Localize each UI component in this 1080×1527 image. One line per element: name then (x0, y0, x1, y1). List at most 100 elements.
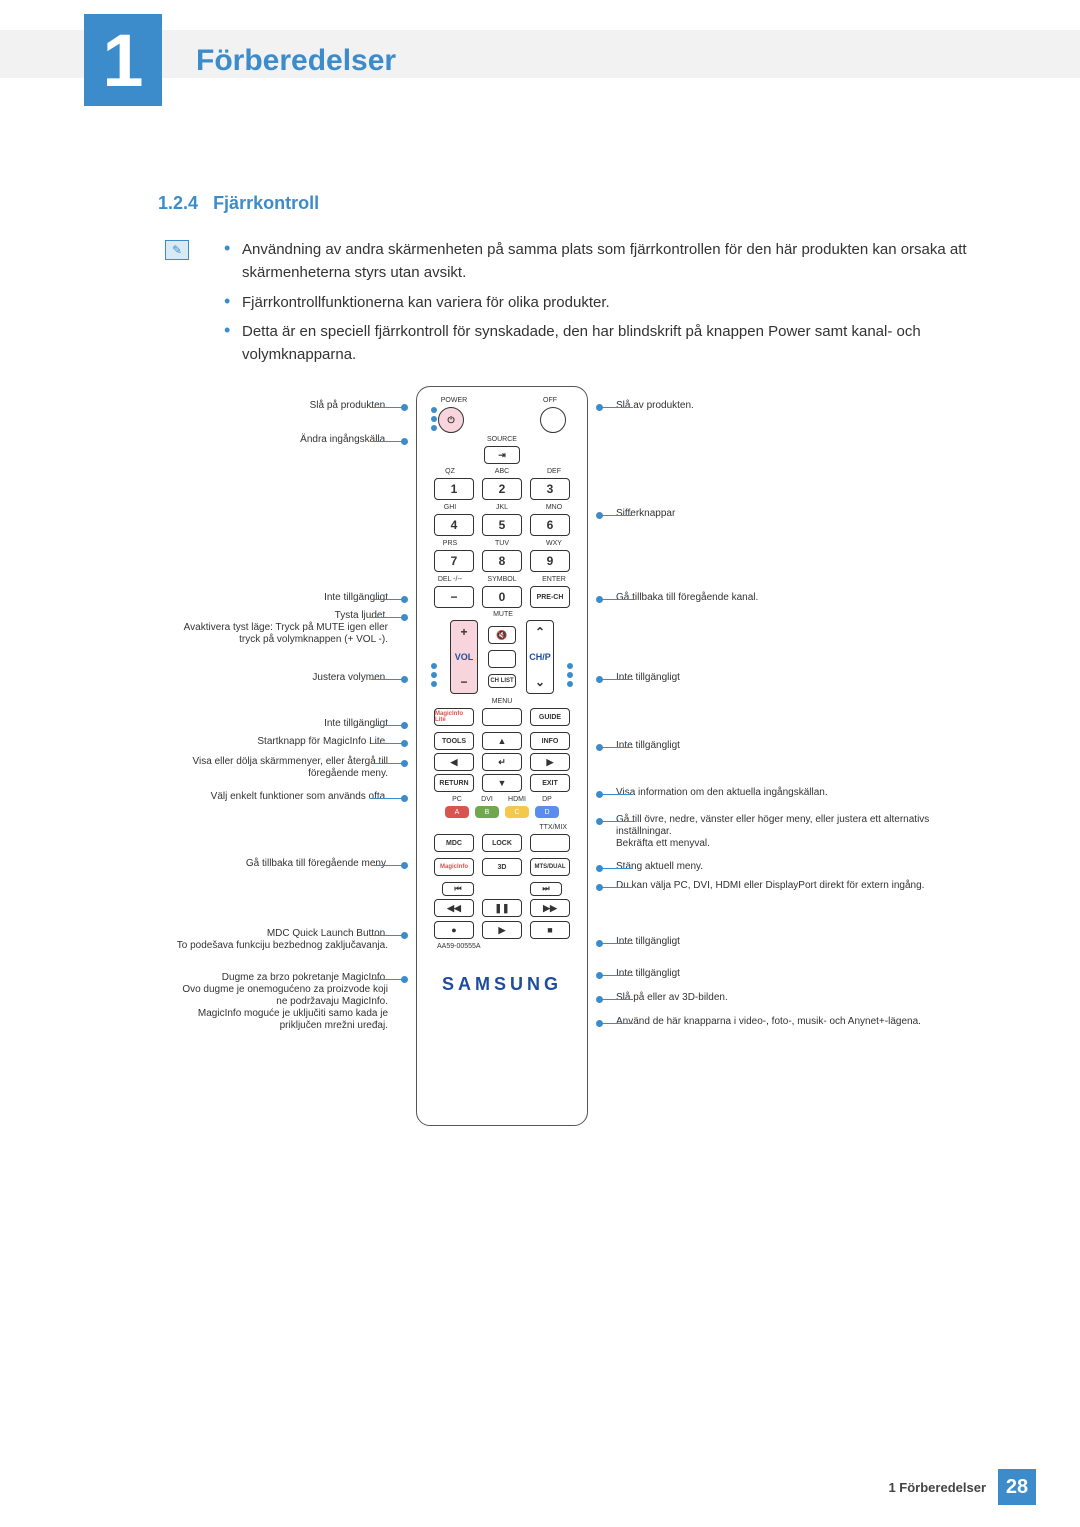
button[interactable] (488, 650, 516, 668)
callout: Gå till övre, nedre, vänster eller höger… (616, 814, 936, 850)
record-button[interactable]: ● (434, 921, 474, 939)
section-number: 1.2.4 (158, 193, 198, 213)
rewind-button[interactable]: ◀◀ (434, 899, 474, 917)
stop-button[interactable]: ■ (530, 921, 570, 939)
remote-diagram: Slå på produkten. Ändra ingångskälla. In… (170, 378, 930, 1148)
callout: Inte tillgängligt (616, 672, 936, 684)
bullet-item: Fjärrkontrollfunktionerna kan variera fö… (224, 291, 1002, 314)
callout: Stäng aktuell meny. (616, 861, 936, 873)
callout: Inte tillgängligt (616, 968, 936, 980)
key-4[interactable]: 4 (434, 514, 474, 536)
note-bullets: Användning av andra skärmenheten på samm… (224, 238, 1002, 372)
bullet-item: Detta är en speciell fjärrkontroll för s… (224, 320, 1002, 367)
callout: Visa eller dölja skärmmenyer, eller åter… (172, 756, 388, 780)
callout: Dugme za brzo pokretanje MagicInfo. Ovo … (172, 972, 388, 1032)
chlist-button[interactable]: CH LIST (488, 674, 516, 688)
callout: Inte tillgängligt (172, 718, 388, 730)
callouts-right: Slå av produkten. Sifferknappar Gå tillb… (588, 378, 938, 1118)
volume-rocker[interactable]: + VOL − (450, 620, 478, 694)
key-2[interactable]: 2 (482, 478, 522, 500)
color-c-button[interactable]: C (505, 806, 529, 818)
footer-text: 1 Förberedelser (888, 1480, 986, 1495)
color-d-button[interactable]: D (535, 806, 559, 818)
callout: Gå tillbaka till föregående kanal. (616, 592, 936, 604)
ttx-label: TTX/MIX (417, 824, 587, 831)
source-label: SOURCE (417, 436, 587, 443)
menu-label: MENU (417, 698, 587, 705)
callout: Startknapp för MagicInfo Lite. (172, 736, 388, 748)
key-del[interactable]: − (434, 586, 474, 608)
callout: Slå på produkten. (172, 400, 388, 412)
guide-button[interactable]: GUIDE (530, 708, 570, 726)
color-b-button[interactable]: B (475, 806, 499, 818)
arrow-right-button[interactable]: ▶ (530, 753, 570, 771)
off-button[interactable] (540, 407, 566, 433)
enter-button[interactable]: ↵ (482, 753, 522, 771)
callout: Gå tillbaka till föregående meny. (172, 858, 388, 870)
power-button[interactable]: ⏻ (438, 407, 464, 433)
callout: Slå av produkten. (616, 400, 936, 412)
footer-page: 28 (998, 1469, 1036, 1505)
callouts-left: Slå på produkten. Ändra ingångskälla. In… (170, 378, 416, 1118)
callout: Slå på eller av 3D-bilden. (616, 992, 936, 1004)
key-8[interactable]: 8 (482, 550, 522, 572)
arrow-down-button[interactable]: ▼ (482, 774, 522, 792)
callout: Ändra ingångskälla. (172, 434, 388, 446)
magicinfo-button[interactable]: MagicInfo (434, 858, 474, 876)
callout: Inte tillgängligt (172, 592, 388, 604)
3d-button[interactable]: 3D (482, 858, 522, 876)
mute-label: MUTE (463, 611, 543, 618)
chapter-number: 1 (102, 18, 143, 103)
callout: Visa information om den aktuella ingångs… (616, 787, 936, 799)
callout: Tysta ljudet. Avaktivera tyst läge: Tryc… (172, 610, 388, 646)
exit-button[interactable]: EXIT (530, 774, 570, 792)
pause-button[interactable]: ❚❚ (482, 899, 522, 917)
callout: Inte tillgängligt (616, 740, 936, 752)
header-bar (0, 30, 1080, 78)
section-title: Fjärrkontroll (213, 193, 319, 213)
section-heading: 1.2.4 Fjärrkontroll (158, 193, 319, 214)
return-button[interactable]: RETURN (434, 774, 474, 792)
callout: Justera volymen. (172, 672, 388, 684)
key-3[interactable]: 3 (530, 478, 570, 500)
channel-rocker[interactable]: ⌃ CH/P ⌄ (526, 620, 554, 694)
model-label: AA59-00555A (417, 943, 587, 950)
samsung-logo: SAMSUNG (417, 974, 587, 995)
forward-button[interactable]: ▶▶ (530, 899, 570, 917)
lock-button[interactable]: LOCK (482, 834, 522, 852)
callout: Du kan välja PC, DVI, HDMI eller Display… (616, 880, 936, 892)
mts-button[interactable]: MTS/DUAL (530, 858, 570, 876)
arrow-up-button[interactable]: ▲ (482, 732, 522, 750)
color-a-button[interactable]: A (445, 806, 469, 818)
ttx-button[interactable] (530, 834, 570, 852)
callout: MDC Quick Launch Button. To podešava fun… (172, 928, 388, 952)
remote-body: POWEROFF ⏻ SOURCE ⇥ QZABCDEF 1 2 3 GHIJK… (416, 386, 588, 1126)
mdc-button[interactable]: MDC (434, 834, 474, 852)
bullet-item: Användning av andra skärmenheten på samm… (224, 238, 1002, 285)
key-1[interactable]: 1 (434, 478, 474, 500)
info-button[interactable]: INFO (530, 732, 570, 750)
tools-button[interactable]: TOOLS (434, 732, 474, 750)
source-button[interactable]: ⇥ (484, 446, 520, 464)
power-label: POWER (436, 397, 472, 404)
key-5[interactable]: 5 (482, 514, 522, 536)
callout: Inte tillgängligt (616, 936, 936, 948)
mute-button[interactable]: 🔇 (488, 626, 516, 644)
key-prech[interactable]: PRE-CH (530, 586, 570, 608)
callout: Använd de här knapparna i video-, foto-,… (616, 1016, 936, 1028)
callout: Sifferknappar (616, 508, 936, 520)
key-7[interactable]: 7 (434, 550, 474, 572)
prev-button[interactable]: ⏮ (442, 882, 474, 896)
next-button[interactable]: ⏭ (530, 882, 562, 896)
chapter-title: Förberedelser (196, 44, 396, 78)
callout: Välj enkelt funktioner som används ofta. (172, 791, 388, 803)
arrow-left-button[interactable]: ◀ (434, 753, 474, 771)
key-0[interactable]: 0 (482, 586, 522, 608)
chapter-box: 1 (84, 14, 162, 106)
magicinfo-lite-button[interactable]: MagicInfo Lite (434, 708, 474, 726)
play-button[interactable]: ▶ (482, 921, 522, 939)
note-icon (165, 240, 189, 260)
key-6[interactable]: 6 (530, 514, 570, 536)
key-9[interactable]: 9 (530, 550, 570, 572)
menu-button[interactable] (482, 708, 522, 726)
